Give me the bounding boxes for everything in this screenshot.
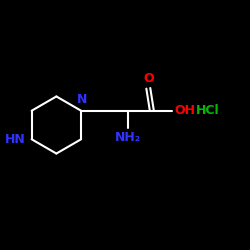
Text: NH₂: NH₂ [115,131,141,144]
Text: O: O [143,72,154,85]
Text: OH: OH [174,104,195,117]
Text: N: N [77,93,88,106]
Text: HCl: HCl [196,104,219,117]
Text: HN: HN [5,133,25,146]
